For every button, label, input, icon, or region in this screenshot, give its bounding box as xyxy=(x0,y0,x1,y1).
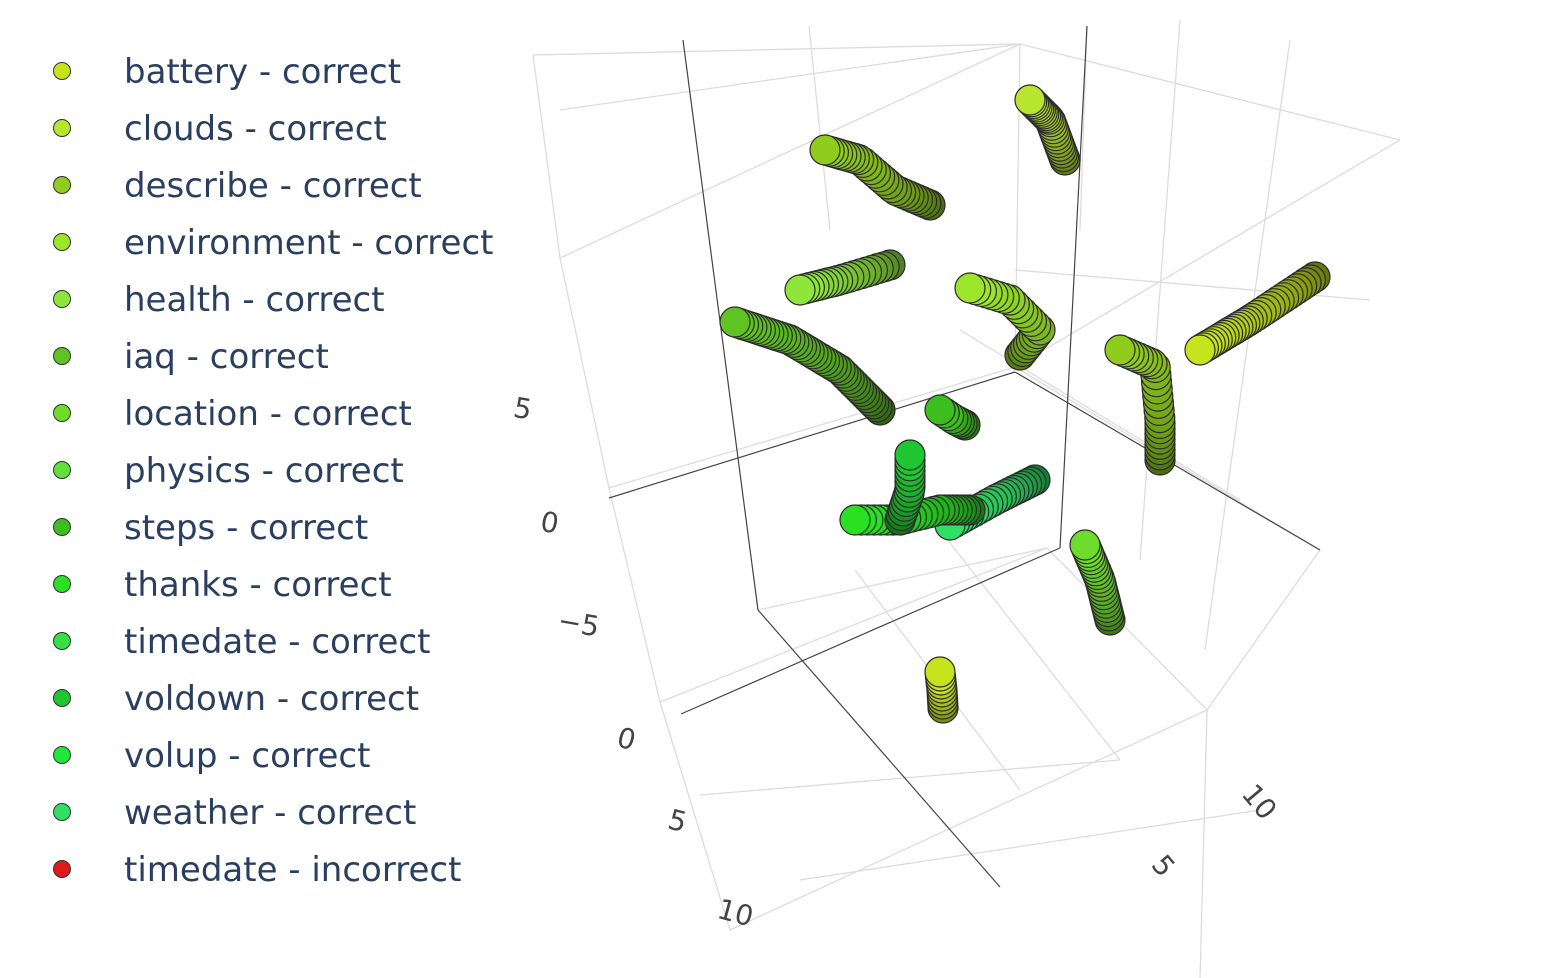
y-tick-label: 5 xyxy=(1145,848,1182,883)
legend-marker-icon xyxy=(53,575,71,593)
legend-label: clouds - correct xyxy=(124,109,387,149)
legend-label: physics - correct xyxy=(124,451,404,491)
grid-line xyxy=(1046,547,1208,711)
legend-marker-icon xyxy=(53,233,71,251)
data-point[interactable] xyxy=(894,439,926,471)
data-point[interactable] xyxy=(809,134,841,166)
z-tick-label: 0 xyxy=(538,505,561,541)
grid-lines xyxy=(532,19,1401,978)
data-point[interactable] xyxy=(1069,529,1101,561)
legend-marker-icon xyxy=(53,860,71,878)
legend-item[interactable]: clouds - correct xyxy=(40,101,510,158)
legend-item[interactable]: physics - correct xyxy=(40,443,510,500)
legend-item[interactable]: health - correct xyxy=(40,272,510,329)
legend-marker-icon xyxy=(53,119,71,137)
legend-label: location - correct xyxy=(124,394,412,434)
data-point[interactable] xyxy=(839,504,871,536)
legend-label: battery - correct xyxy=(124,52,402,92)
legend-item[interactable]: voldown - correct xyxy=(40,671,510,728)
data-point[interactable] xyxy=(719,306,751,338)
legend-label: voldown - correct xyxy=(124,679,420,719)
data-points xyxy=(719,84,1331,724)
grid-line xyxy=(1019,43,1401,141)
grid-line xyxy=(729,709,1208,931)
legend-item[interactable]: weather - correct xyxy=(40,785,510,842)
legend-label: timedate - correct xyxy=(124,622,431,662)
legend-label: weather - correct xyxy=(124,793,417,833)
legend-marker-icon xyxy=(53,176,71,194)
x-tick-label: 0 xyxy=(614,721,640,757)
data-point[interactable] xyxy=(954,272,986,304)
legend-marker-icon xyxy=(53,689,71,707)
legend-label: describe - correct xyxy=(124,166,422,206)
legend-label: thanks - correct xyxy=(124,565,392,605)
legend-item[interactable]: thanks - correct xyxy=(40,557,510,614)
legend-item[interactable]: timedate - correct xyxy=(40,614,510,671)
legend-marker-icon xyxy=(53,290,71,308)
legend-label: timedate - incorrect xyxy=(124,850,462,890)
legend-item[interactable]: environment - correct xyxy=(40,215,510,272)
legend-marker-icon xyxy=(53,632,71,650)
z-tick-label: −5 xyxy=(555,604,601,644)
data-point[interactable] xyxy=(1014,84,1046,116)
data-point[interactable] xyxy=(924,656,956,688)
grid-line xyxy=(808,25,831,231)
legend-label: steps - correct xyxy=(124,508,369,548)
data-point[interactable] xyxy=(924,394,956,426)
grid-line xyxy=(1139,19,1181,561)
legend-marker-icon xyxy=(53,62,71,80)
legend-marker-icon xyxy=(53,803,71,821)
grid-line xyxy=(799,809,1261,881)
legend-item[interactable]: battery - correct xyxy=(40,44,510,101)
grid-line xyxy=(659,547,1048,703)
grid-line xyxy=(1014,139,1401,368)
legend-marker-icon xyxy=(53,404,71,422)
grid-line xyxy=(939,529,1121,761)
legend-label: volup - correct xyxy=(124,736,371,776)
plot-area[interactable]: 5 0 −5 0 5 10 5 10 xyxy=(500,0,1545,978)
data-point[interactable] xyxy=(1184,334,1216,366)
grid-line xyxy=(1199,709,1208,978)
grid-line xyxy=(608,366,1016,489)
grid-line xyxy=(559,43,1021,259)
axis-line xyxy=(680,547,1061,715)
legend-label: iaq - correct xyxy=(124,337,329,377)
data-point[interactable] xyxy=(1104,334,1136,366)
legend-label: environment - correct xyxy=(124,223,494,263)
grid-line xyxy=(532,54,561,259)
legend-item[interactable]: steps - correct xyxy=(40,500,510,557)
legend-marker-icon xyxy=(53,347,71,365)
y-tick-label: 10 xyxy=(1235,778,1283,827)
grid-line xyxy=(559,43,1021,111)
grid-line xyxy=(1206,549,1321,711)
legend-item[interactable]: describe - correct xyxy=(40,158,510,215)
legend-marker-icon xyxy=(53,746,71,764)
axis-line xyxy=(757,609,1001,888)
x-tick-label: 10 xyxy=(714,892,757,933)
axis-line xyxy=(1059,25,1088,549)
grid-line xyxy=(757,547,1048,611)
z-tick-label: 5 xyxy=(511,391,534,427)
grid-line xyxy=(608,487,661,703)
grid-line xyxy=(659,701,731,931)
legend-item[interactable]: volup - correct xyxy=(40,728,510,785)
grid-line xyxy=(559,257,610,489)
data-point[interactable] xyxy=(784,274,816,306)
legend-marker-icon xyxy=(53,518,71,536)
legend-item[interactable]: iaq - correct xyxy=(40,329,510,386)
legend-marker-icon xyxy=(53,461,71,479)
legend-item[interactable]: timedate - incorrect xyxy=(40,842,510,899)
x-tick-label: 5 xyxy=(665,803,691,839)
grid-line xyxy=(699,759,1121,796)
grid-line xyxy=(1204,39,1291,651)
axis-line xyxy=(608,371,1016,499)
legend: battery - correct clouds - correct describ… xyxy=(40,44,510,899)
grid-line xyxy=(532,43,1021,56)
legend-label: health - correct xyxy=(124,280,385,320)
legend-item[interactable]: location - correct xyxy=(40,386,510,443)
